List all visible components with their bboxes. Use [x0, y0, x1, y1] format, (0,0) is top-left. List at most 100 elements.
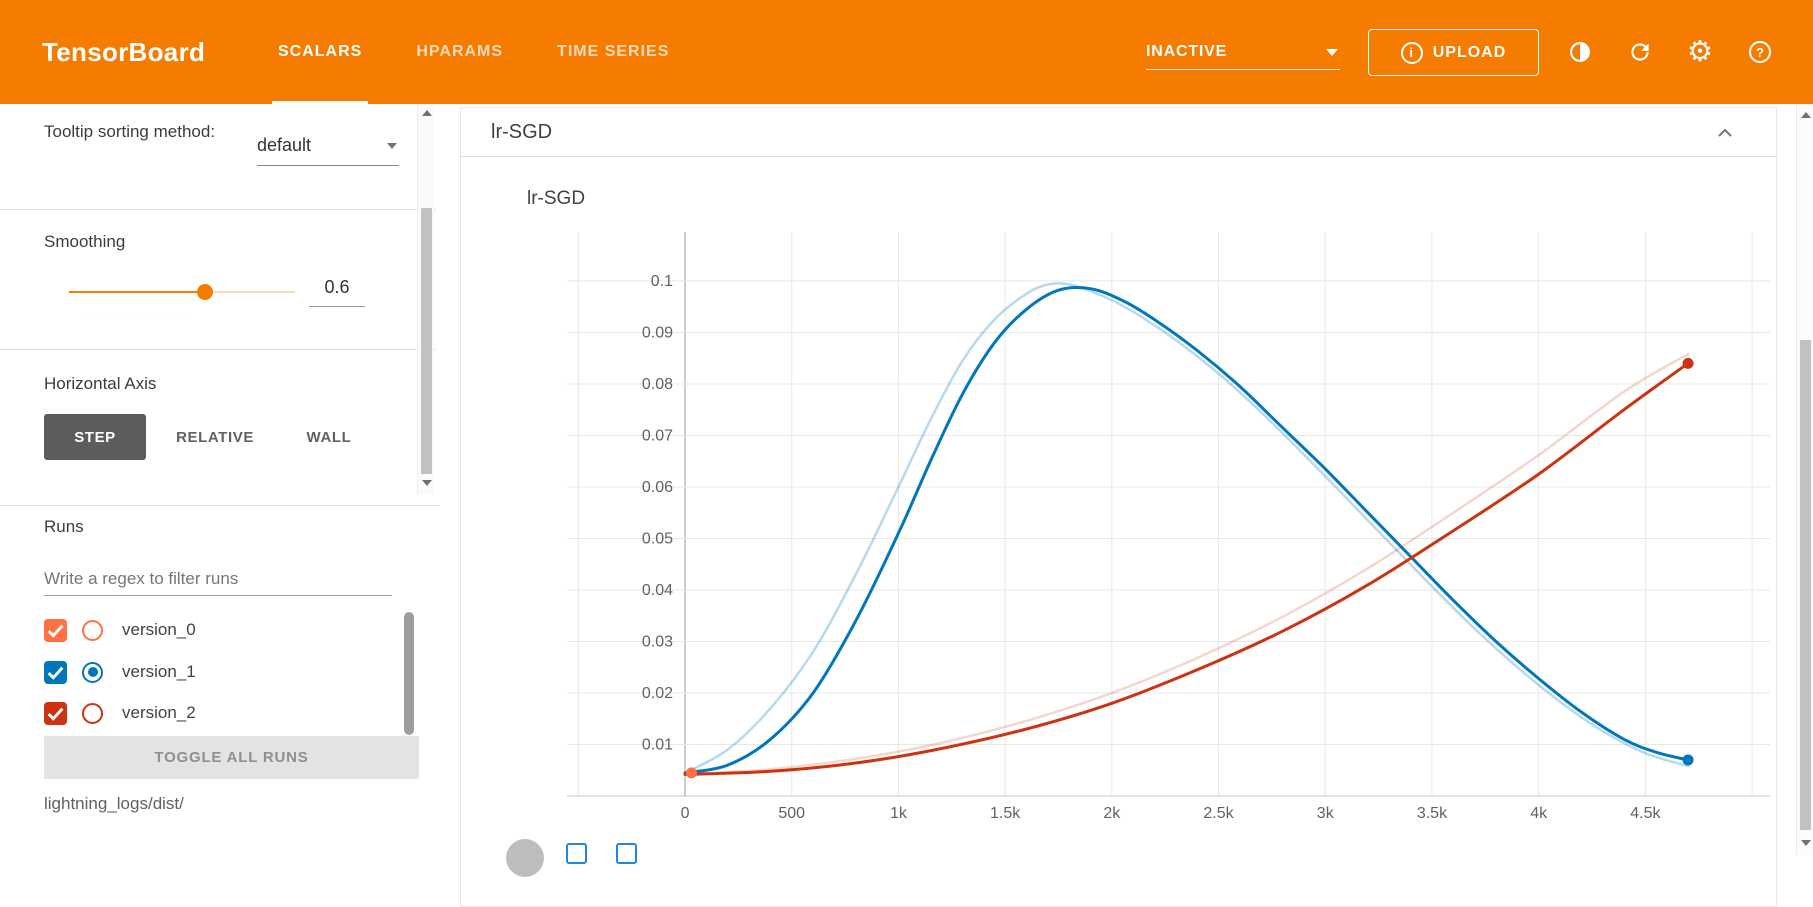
checkmark-icon [47, 666, 64, 680]
tooltip-sorting-dropdown[interactable]: default [257, 126, 399, 166]
sidebar-divider [0, 349, 436, 350]
app-header: TensorBoard SCALARS HPARAMS TIME SERIES … [0, 0, 1813, 104]
settings-button[interactable]: ⚙ [1680, 32, 1720, 72]
series-line-version_1 [683, 285, 1690, 775]
sidebar-scrollbar[interactable] [417, 104, 434, 494]
sidebar-scrollbar-thumb[interactable] [421, 208, 432, 474]
scroll-down-icon[interactable] [422, 480, 432, 486]
info-icon: i [1400, 41, 1423, 64]
scalar-line-chart[interactable]: 0 500 1k 1.5k 2k 2.5k 3k 3.5k 4k 4.5k 0.01 0.02 0.03… [501, 226, 1773, 826]
logdir-path: lightning_logs/dist/ [44, 794, 184, 813]
run-radio[interactable] [82, 619, 103, 641]
y-tick-label: 0.02 [642, 685, 673, 702]
sidebar-divider [0, 505, 440, 506]
tooltip-sorting-label: Tooltip sorting method: [44, 122, 216, 141]
x-tick-label: 1.5k [990, 805, 1021, 822]
scalar-card: lr-SGD lr-SGD 0 500 1k 1.5k 2k 2.5k 3k 3.5k 4k 4.… [460, 107, 1777, 907]
x-tick-label: 3.5k [1417, 805, 1448, 822]
info-icon-glyph: i [1409, 45, 1415, 60]
main-content: lr-SGD lr-SGD 0 500 1k 1.5k 2k 2.5k 3k 3.5k 4k 4.… [440, 104, 1796, 907]
radio-dot [87, 667, 98, 677]
y-tick-label: 0.09 [642, 324, 673, 341]
main-scrollbar-thumb[interactable] [1800, 340, 1811, 830]
gear-icon: ⚙ [1687, 36, 1713, 68]
status-dropdown[interactable]: INACTIVE [1146, 38, 1340, 70]
series-line-version_2_raw [683, 352, 1690, 776]
scroll-down-icon[interactable] [1801, 840, 1811, 846]
checkmark-icon [47, 624, 64, 638]
status-dropdown-value: INACTIVE [1146, 43, 1228, 60]
run-name: version_1 [122, 662, 196, 681]
collapse-card-button[interactable] [1710, 118, 1740, 148]
series-endpoint-version_0 [685, 767, 697, 779]
main-scrollbar[interactable] [1796, 104, 1813, 855]
run-name: version_0 [122, 620, 196, 639]
chart-toolbar-expand-icon[interactable] [616, 843, 637, 864]
brightness-icon [1570, 42, 1590, 62]
smoothing-slider[interactable] [69, 284, 295, 300]
runs-filter-input[interactable] [44, 562, 392, 596]
y-tick-label: 0.1 [651, 273, 673, 290]
y-tick-label: 0.01 [642, 736, 673, 753]
help-button[interactable]: ? [1740, 32, 1780, 72]
run-row-version-1[interactable]: version_1 [44, 651, 394, 693]
axis-wall-button[interactable]: WALL [296, 414, 362, 460]
y-tick-label: 0.04 [642, 582, 673, 599]
smoothing-value-field[interactable]: 0.6 [309, 271, 365, 307]
smoothing-label: Smoothing [44, 232, 126, 251]
run-checkbox[interactable] [44, 701, 67, 725]
x-tick-label: 4k [1530, 805, 1548, 822]
help-icon: ? [1749, 41, 1771, 63]
main-tabs: SCALARS HPARAMS TIME SERIES [272, 0, 675, 104]
x-tick-label: 3k [1317, 805, 1335, 822]
tab-hparams-label: HPARAMS [416, 43, 504, 60]
y-tick-label: 0.07 [642, 427, 673, 444]
run-checkbox[interactable] [44, 660, 67, 684]
settings-sidebar: Tooltip sorting method: default Smoothin… [0, 104, 440, 855]
x-tick-label: 0 [681, 805, 690, 822]
smoothing-slider-thumb[interactable] [196, 284, 213, 300]
refresh-icon [1631, 43, 1649, 61]
tooltip-sorting-value: default [257, 135, 312, 155]
axis-step-button[interactable]: STEP [44, 414, 146, 460]
x-tick-label: 4.5k [1630, 805, 1661, 822]
run-row-version-0[interactable]: version_0 [44, 609, 394, 651]
smoothing-slider-fill [69, 291, 205, 293]
chevron-down-icon [387, 143, 397, 149]
runs-list-scrollbar-thumb[interactable] [404, 612, 414, 735]
y-tick-label: 0.08 [642, 376, 673, 393]
theme-toggle-button[interactable] [1560, 32, 1600, 72]
sidebar-divider [0, 209, 436, 210]
run-checkbox[interactable] [44, 618, 67, 642]
axis-relative-button[interactable]: RELATIVE [168, 414, 262, 460]
run-row-version-2[interactable]: version_2 [44, 692, 394, 734]
toggle-all-runs-button[interactable]: TOGGLE ALL RUNS [44, 736, 419, 779]
x-tick-label: 2k [1103, 805, 1121, 822]
chevron-down-icon [1326, 49, 1338, 56]
upload-button[interactable]: i UPLOAD [1368, 29, 1539, 76]
app-logo: TensorBoard [42, 37, 206, 67]
series-endpoint-version_2 [1682, 357, 1694, 369]
run-name: version_2 [122, 703, 196, 722]
upload-button-label: UPLOAD [1432, 43, 1507, 61]
scroll-up-icon[interactable] [1801, 112, 1811, 118]
tab-time-series[interactable]: TIME SERIES [551, 0, 675, 104]
runs-section-label: Runs [44, 517, 84, 536]
tab-scalars[interactable]: SCALARS [272, 0, 369, 104]
chart-toolbar-pin-icon[interactable] [506, 839, 544, 877]
tab-scalars-label: SCALARS [278, 43, 363, 60]
series-line-version_1_raw [683, 282, 1690, 775]
scroll-up-icon[interactable] [422, 110, 432, 116]
refresh-button[interactable] [1620, 32, 1660, 72]
series-line-version_2 [683, 361, 1690, 776]
x-tick-label: 500 [778, 805, 805, 822]
horizontal-axis-label: Horizontal Axis [44, 374, 157, 393]
run-radio[interactable] [82, 702, 103, 724]
chart-toolbar-fullscreen-icon[interactable] [566, 843, 587, 864]
card-title: lr-SGD [491, 121, 553, 143]
checkmark-icon [47, 707, 64, 721]
tab-hparams[interactable]: HPARAMS [410, 0, 509, 104]
run-radio-selected[interactable] [82, 661, 103, 683]
tab-time-series-label: TIME SERIES [557, 43, 670, 60]
